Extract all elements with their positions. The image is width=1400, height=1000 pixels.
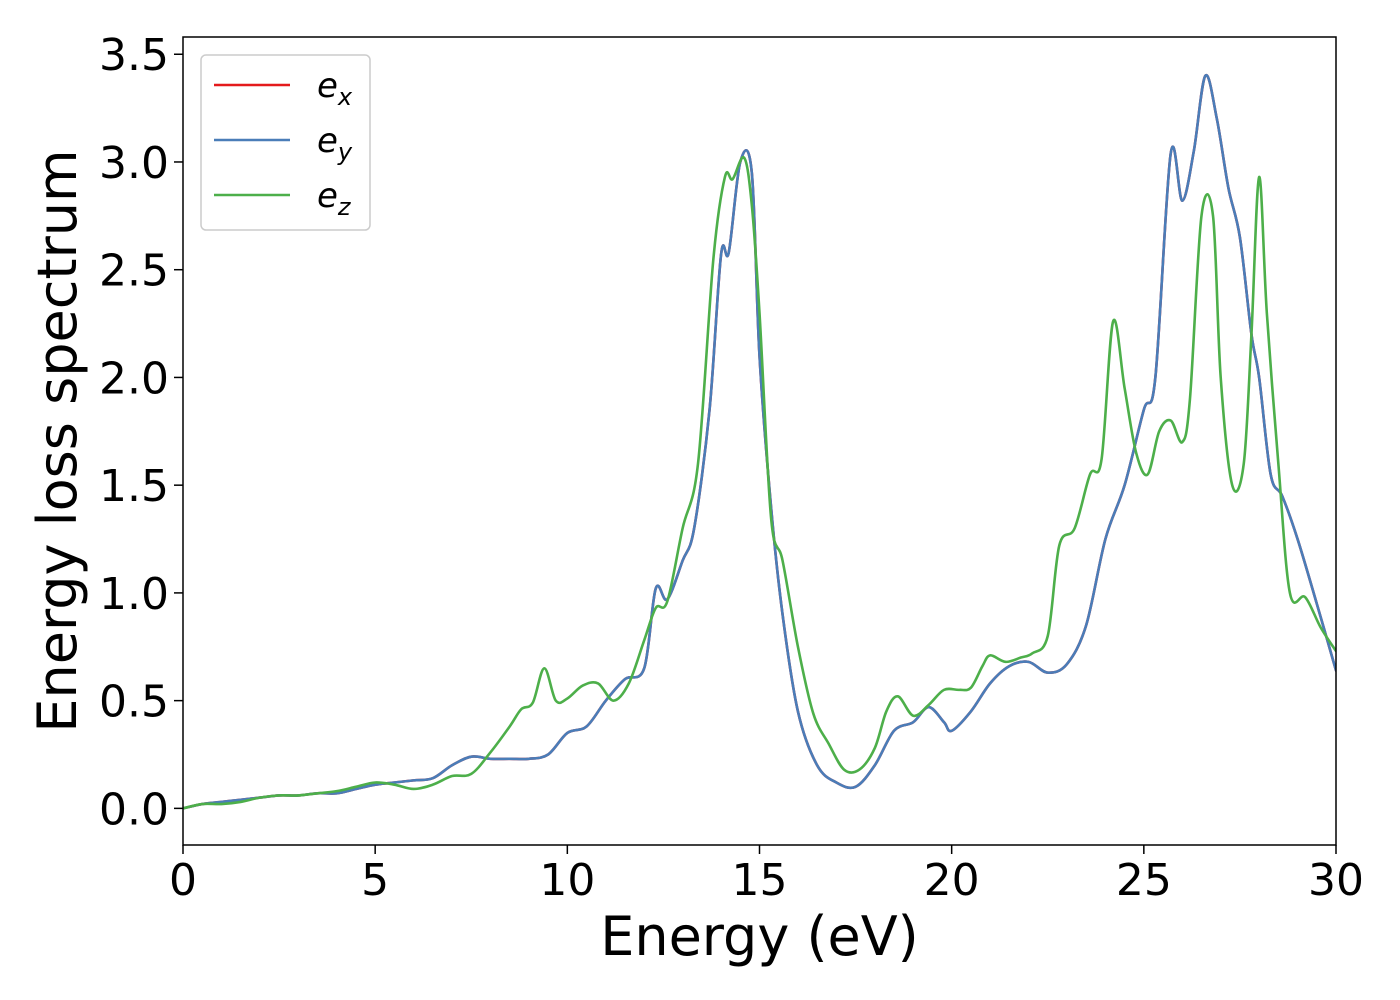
y-tick-label: 0.5 bbox=[99, 677, 169, 728]
series-line-ez bbox=[183, 155, 1336, 810]
series-line-ey bbox=[183, 74, 1336, 810]
y-tick-label: 1.5 bbox=[99, 461, 169, 512]
y-tick-label: 0.0 bbox=[99, 784, 169, 835]
series-lines bbox=[183, 74, 1336, 810]
x-tick-label: 10 bbox=[539, 855, 595, 906]
y-axis-label: Energy loss spectrum bbox=[26, 149, 89, 732]
y-tick-label: 3.5 bbox=[99, 30, 169, 81]
x-tick-label: 25 bbox=[1116, 855, 1172, 906]
x-tick-label: 15 bbox=[732, 855, 788, 906]
y-tick-label: 1.0 bbox=[99, 569, 169, 620]
x-axis-ticks: 0 5 10 15 20 25 30 bbox=[169, 845, 1364, 906]
x-tick-label: 5 bbox=[361, 855, 389, 906]
y-axis-ticks: 0.0 0.5 1.0 1.5 2.0 2.5 3.0 3.5 bbox=[99, 30, 183, 835]
x-tick-label: 30 bbox=[1308, 855, 1364, 906]
x-axis-label: Energy (eV) bbox=[600, 905, 919, 968]
legend-frame bbox=[200, 54, 371, 231]
x-tick-label: 0 bbox=[169, 855, 197, 906]
y-tick-label: 2.5 bbox=[99, 246, 169, 297]
x-tick-label: 20 bbox=[924, 855, 980, 906]
y-tick-label: 3.0 bbox=[99, 138, 169, 189]
y-tick-label: 2.0 bbox=[99, 353, 169, 404]
